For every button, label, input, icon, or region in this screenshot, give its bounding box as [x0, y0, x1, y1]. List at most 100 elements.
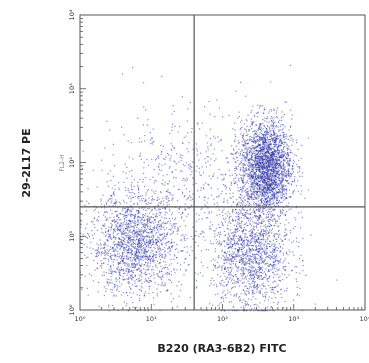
data-point	[261, 148, 263, 151]
data-point	[109, 235, 111, 237]
data-point	[242, 144, 244, 146]
data-point	[243, 268, 245, 270]
data-point	[106, 217, 108, 219]
data-point	[249, 255, 251, 257]
data-point	[134, 285, 136, 287]
data-point	[222, 201, 224, 203]
data-point	[142, 254, 144, 257]
data-point	[114, 194, 116, 196]
data-point	[262, 269, 264, 271]
data-point	[241, 268, 243, 271]
data-point	[266, 159, 268, 162]
data-point	[128, 197, 130, 199]
data-point	[161, 234, 163, 236]
data-point	[281, 167, 283, 169]
data-point	[263, 142, 265, 144]
data-point	[220, 257, 222, 259]
data-point	[254, 287, 256, 289]
data-point	[168, 241, 170, 243]
data-point	[184, 258, 186, 260]
data-point	[266, 238, 268, 240]
data-point	[262, 282, 264, 284]
data-point	[125, 262, 127, 264]
data-points	[80, 64, 338, 312]
data-point	[286, 180, 288, 182]
data-point	[250, 139, 252, 141]
data-point	[171, 233, 173, 235]
data-point	[284, 142, 286, 144]
data-point	[254, 142, 256, 144]
data-point	[264, 167, 266, 169]
data-point	[149, 256, 151, 258]
data-point	[232, 253, 234, 255]
data-point	[133, 179, 135, 181]
data-point	[244, 272, 246, 275]
data-point	[229, 278, 231, 280]
data-point	[122, 257, 124, 259]
data-point	[282, 128, 284, 130]
data-point	[108, 249, 110, 251]
data-point	[146, 241, 148, 243]
data-point	[244, 258, 246, 260]
data-point	[156, 226, 158, 228]
data-point	[268, 176, 270, 179]
data-point	[253, 203, 255, 205]
data-point	[140, 232, 142, 234]
data-point	[153, 259, 155, 261]
data-point	[164, 208, 166, 210]
data-point	[157, 221, 159, 223]
data-point	[153, 236, 155, 238]
data-point	[134, 275, 136, 277]
data-point	[264, 186, 266, 188]
data-point	[267, 163, 270, 165]
data-point	[278, 149, 280, 152]
data-point	[271, 198, 274, 200]
data-point	[121, 268, 123, 270]
data-point	[254, 133, 256, 135]
data-point	[253, 153, 255, 155]
data-point	[281, 180, 283, 182]
data-point	[112, 247, 114, 249]
data-point	[277, 149, 279, 151]
data-point	[108, 304, 110, 306]
data-point	[105, 219, 107, 221]
data-point	[267, 161, 269, 163]
data-point	[277, 153, 279, 155]
data-point	[113, 235, 115, 237]
data-point	[259, 259, 261, 261]
data-point	[235, 310, 237, 312]
data-point	[235, 181, 237, 183]
data-point	[273, 175, 275, 177]
data-point	[282, 116, 284, 118]
data-point	[242, 166, 244, 168]
data-point	[174, 219, 176, 221]
data-point	[112, 259, 114, 261]
data-point	[81, 288, 83, 291]
data-point	[265, 150, 267, 153]
data-point	[121, 243, 123, 245]
data-point	[241, 191, 243, 193]
data-point	[126, 256, 128, 258]
data-point	[250, 118, 252, 120]
data-point	[250, 171, 252, 173]
data-point	[135, 230, 138, 232]
data-point	[262, 138, 264, 141]
data-point	[256, 193, 258, 195]
data-point	[114, 250, 116, 252]
data-point	[138, 252, 141, 254]
data-point	[157, 229, 159, 231]
data-point	[131, 276, 134, 278]
data-point	[261, 162, 263, 165]
data-point	[259, 128, 261, 130]
data-point	[294, 176, 296, 178]
data-point	[234, 170, 236, 172]
data-point	[278, 185, 280, 187]
data-point	[113, 236, 115, 238]
data-point	[138, 256, 140, 258]
data-point	[103, 295, 105, 297]
data-point	[263, 166, 265, 168]
data-point	[127, 252, 129, 254]
data-point	[134, 215, 136, 217]
data-point	[105, 243, 107, 245]
data-point	[275, 171, 277, 173]
